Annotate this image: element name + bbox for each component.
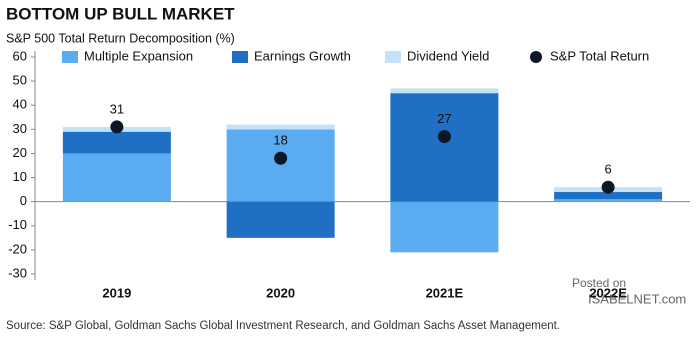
legend-label: S&P Total Return xyxy=(550,48,649,63)
chart-subtitle: S&P 500 Total Return Decomposition (%) xyxy=(6,31,235,45)
bar-segment xyxy=(62,153,171,202)
legend-marker xyxy=(232,51,248,63)
bar-segment xyxy=(226,124,335,130)
data-label: 27 xyxy=(437,111,451,126)
x-tick-label: 2021E xyxy=(426,285,464,300)
watermark: ISABELNET.com xyxy=(588,291,686,306)
data-label: 31 xyxy=(110,101,124,116)
y-tick-label: 60 xyxy=(13,48,27,63)
chart-title: BOTTOM UP BULL MARKET xyxy=(6,4,235,23)
x-tick-label: 2022E xyxy=(589,285,627,300)
bar-segment xyxy=(390,201,499,253)
total-dot xyxy=(437,130,451,144)
x-tick-label: 2019 xyxy=(102,285,131,300)
legend-marker xyxy=(530,51,542,63)
x-tick-label: 2020 xyxy=(266,285,295,300)
legend-label: Earnings Growth xyxy=(254,48,351,63)
y-tick-label: 30 xyxy=(13,121,27,136)
data-label: 18 xyxy=(273,133,287,148)
bar-segment xyxy=(390,88,499,94)
bar-segment xyxy=(390,93,499,202)
legend-marker xyxy=(385,51,401,63)
total-dot xyxy=(601,180,615,194)
bar-segment xyxy=(554,199,663,202)
y-tick-label: 40 xyxy=(13,97,27,112)
bar-segment xyxy=(226,201,335,238)
legend-label: Dividend Yield xyxy=(407,48,489,63)
y-tick-label: 20 xyxy=(13,145,27,160)
total-dot xyxy=(110,120,124,134)
watermark: Posted on xyxy=(572,276,626,290)
y-tick-label: -20 xyxy=(8,241,27,256)
y-tick-label: 10 xyxy=(13,169,27,184)
legend-marker xyxy=(62,51,78,63)
y-tick-label: 0 xyxy=(20,193,27,208)
total-dot xyxy=(274,151,288,165)
bar-segment xyxy=(226,129,335,202)
y-tick-label: 50 xyxy=(13,73,27,88)
data-label: 6 xyxy=(605,162,612,177)
y-tick-label: -30 xyxy=(8,265,27,280)
legend-label: Multiple Expansion xyxy=(84,48,193,63)
source-note: Source: S&P Global, Goldman Sachs Global… xyxy=(6,320,560,332)
bar-segment xyxy=(62,131,171,154)
bar-segment xyxy=(554,192,663,200)
y-tick-label: -10 xyxy=(8,217,27,232)
